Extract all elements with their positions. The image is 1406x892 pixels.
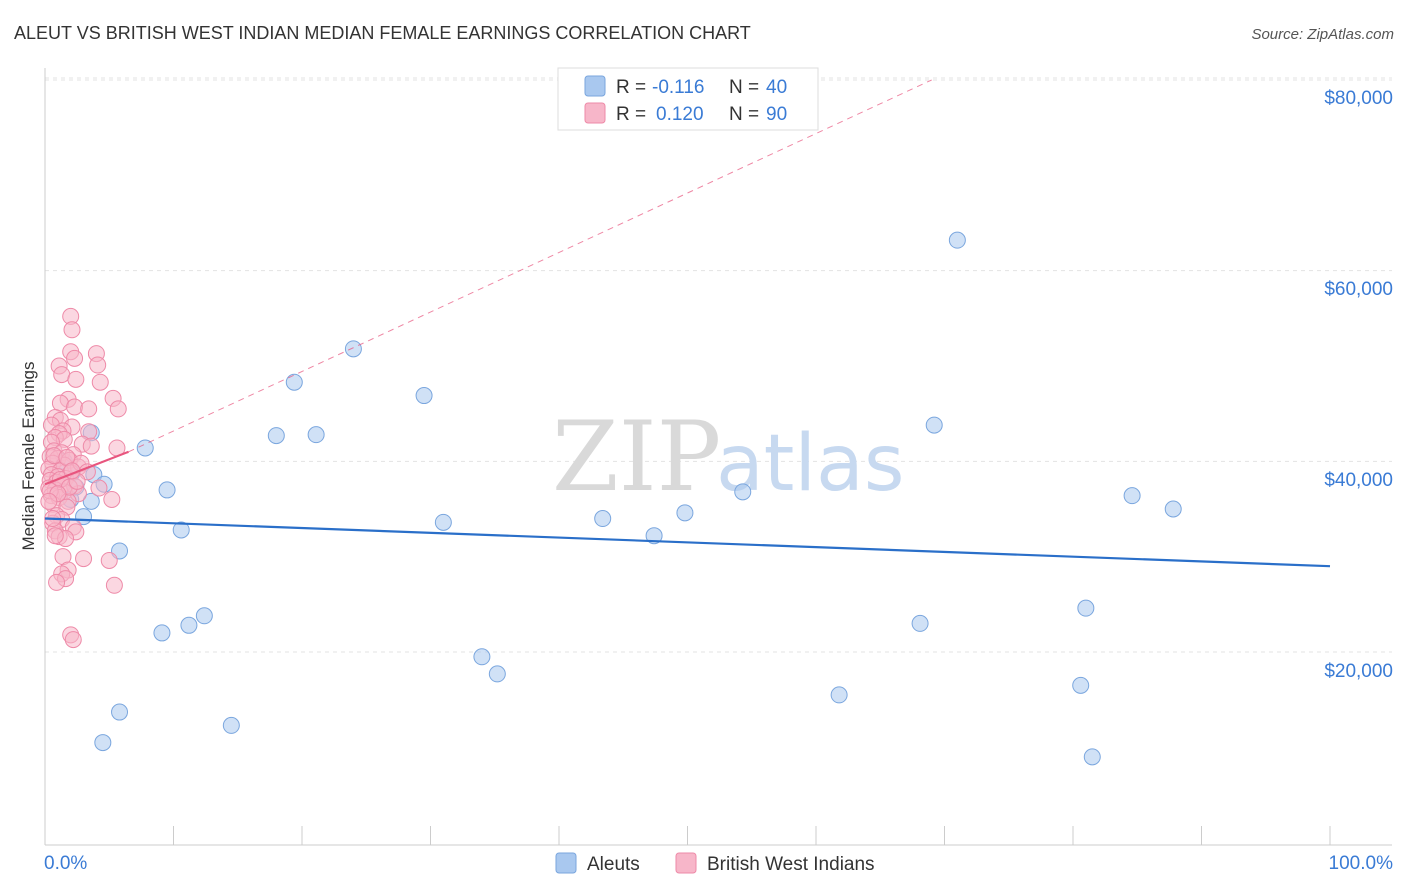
- legend-r-label-aleuts: R =: [616, 77, 646, 98]
- point-series-0-12: [307, 426, 325, 444]
- x-tick-label-min: 0.0%: [44, 853, 87, 874]
- point-series-0-10: [267, 427, 285, 445]
- point-series-0-28: [1083, 748, 1101, 766]
- y-tick-label-60000: $60,000: [1324, 279, 1393, 300]
- bottom-legend-label-aleuts: Aleuts: [587, 854, 640, 875]
- point-series-0-20: [676, 504, 694, 522]
- point-series-0-13: [344, 340, 362, 358]
- point-series-1-75: [64, 631, 82, 649]
- point-series-0-24: [925, 416, 943, 434]
- legend-r-label-bwi: R =: [616, 104, 646, 125]
- point-series-0-29: [1123, 487, 1141, 505]
- point-series-1-15: [109, 400, 127, 418]
- legend-r-value-bwi: 0.120: [656, 104, 704, 125]
- legend-n-label-bwi: N =: [729, 104, 759, 125]
- point-series-0-19: [645, 527, 663, 545]
- legend-box: R = -0.116 N = 40 R = 0.120 N = 90: [557, 67, 819, 131]
- trend-extension-series-1: [128, 79, 932, 453]
- point-series-0-21: [734, 483, 752, 501]
- bottom-legend-label-british-west-indians: British West Indians: [707, 854, 875, 875]
- point-series-1-1: [63, 321, 81, 339]
- point-series-1-72: [48, 573, 66, 591]
- point-series-0-11: [285, 373, 303, 391]
- legend-swatch-aleuts: [584, 75, 606, 97]
- y-tick-label-40000: $40,000: [1324, 470, 1393, 491]
- point-series-1-6: [89, 356, 107, 374]
- point-series-1-27: [82, 437, 100, 455]
- point-series-0-22: [830, 686, 848, 704]
- point-series-0-8: [195, 607, 213, 625]
- bottom-legend: Aleuts British West Indians: [555, 852, 875, 875]
- point-series-1-85: [40, 492, 58, 510]
- legend-n-label-aleuts: N =: [729, 77, 759, 98]
- point-series-0-25: [948, 231, 966, 249]
- watermark-zip: ZIP: [552, 401, 721, 513]
- point-series-0-15: [434, 513, 452, 531]
- point-series-0-5: [136, 439, 154, 457]
- bottom-legend-swatch-aleuts: [555, 852, 577, 874]
- y-axis-label: Median Female Earnings: [19, 362, 38, 551]
- y-tick-label-20000: $20,000: [1324, 661, 1393, 682]
- point-series-0-33: [94, 734, 112, 752]
- point-series-0-6: [158, 481, 176, 499]
- x-axis-ticks: [44, 826, 1331, 845]
- point-series-0-17: [488, 665, 506, 683]
- legend-swatch-british-west-indians: [584, 102, 606, 124]
- legend-n-value-aleuts: 40: [766, 77, 787, 98]
- x-tick-label-max: 100.0%: [1329, 853, 1394, 874]
- point-series-1-87: [90, 479, 108, 497]
- point-series-1-9: [91, 373, 109, 391]
- point-series-1-73: [105, 576, 123, 594]
- point-series-0-16: [473, 648, 491, 666]
- point-series-1-14: [80, 400, 98, 418]
- y-tick-label-80000: $80,000: [1324, 88, 1393, 109]
- grid-lines: [45, 77, 1392, 653]
- point-series-0-7: [172, 521, 190, 539]
- point-series-0-35: [153, 624, 171, 642]
- point-series-1-54: [103, 490, 121, 508]
- trend-lines: [44, 79, 1331, 568]
- point-series-1-7: [53, 366, 71, 384]
- point-series-0-1: [82, 492, 100, 510]
- bottom-legend-swatch-british-west-indians: [675, 852, 697, 874]
- point-series-0-36: [180, 616, 198, 634]
- point-series-0-9: [222, 716, 240, 734]
- legend-n-value-bwi: 90: [766, 104, 787, 125]
- point-series-1-4: [66, 349, 84, 367]
- point-series-0-23: [911, 614, 929, 632]
- legend-r-value-aleuts: -0.116: [652, 77, 704, 98]
- point-series-1-88: [46, 527, 64, 545]
- chart-title: ALEUT VS BRITISH WEST INDIAN MEDIAN FEMA…: [14, 23, 751, 43]
- point-series-1-12: [51, 394, 69, 412]
- point-series-0-27: [1077, 599, 1095, 617]
- point-series-1-8: [67, 370, 85, 388]
- point-series-0-14: [415, 387, 433, 405]
- trend-line-series-0: [44, 517, 1331, 568]
- chart-source: Source: ZipAtlas.com: [1251, 26, 1394, 43]
- point-series-1-68: [100, 551, 118, 569]
- point-series-0-26: [1072, 676, 1090, 694]
- point-series-0-18: [594, 510, 612, 528]
- point-series-0-34: [111, 703, 129, 721]
- trend-line-series-1: [44, 450, 129, 486]
- point-series-0-30: [1164, 500, 1182, 518]
- point-series-1-13: [66, 398, 84, 416]
- point-series-1-67: [75, 550, 93, 568]
- data-points: [40, 231, 1182, 766]
